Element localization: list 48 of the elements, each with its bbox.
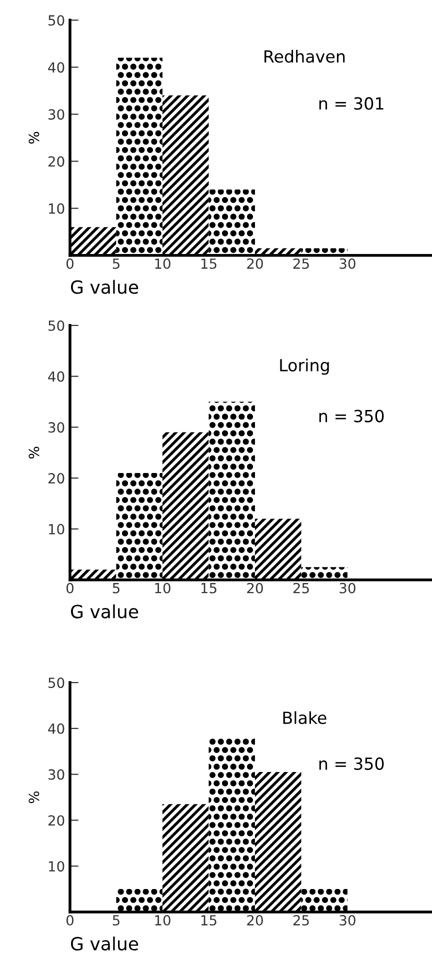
annotation: n = 301 [319, 97, 384, 110]
x-tick-label: 5 [112, 915, 120, 926]
x-tick-label: 0 [66, 582, 74, 594]
x-tick-label: 30 [340, 915, 356, 926]
y-axis-title: % [28, 791, 40, 804]
y-axis-title: % [28, 132, 40, 144]
x-tick-label: 5 [112, 583, 120, 594]
y-tick-label: 40 [48, 371, 64, 382]
x-tick-label: 10 [155, 258, 170, 269]
x-tick-label: 25 [293, 582, 309, 594]
annotation: n = 350 [319, 757, 384, 770]
y-tick-label: 50 [48, 678, 64, 688]
y-tick-label: 20 [48, 156, 64, 167]
x-tick-label: 0 [66, 258, 74, 269]
y-tick-label: 50 [48, 15, 64, 26]
x-tick-label: 25 [293, 258, 309, 269]
y-tick-label: 20 [48, 815, 64, 826]
y-tick-label: 20 [48, 473, 64, 484]
x-axis-title: G value [70, 280, 138, 294]
y-tick-label: 50 [48, 320, 64, 331]
x-tick-label: 30 [340, 582, 356, 594]
x-tick-label: 10 [155, 915, 170, 926]
x-tick-label: 15 [201, 258, 216, 269]
y-tick-label: 30 [48, 109, 64, 120]
annotation: n = 350 [319, 410, 384, 422]
text: Redhaven [264, 50, 345, 63]
y-tick-label: 10 [48, 524, 64, 534]
text: Loring [280, 358, 329, 375]
x-tick-label: 15 [201, 583, 216, 594]
x-tick-label: 10 [155, 582, 170, 594]
y-tick-label: 30 [48, 422, 64, 433]
text: Blake [283, 711, 326, 724]
y-axis-title: % [28, 446, 40, 458]
x-tick-label: 25 [293, 915, 309, 926]
y-tick-label: 10 [48, 861, 64, 872]
x-tick-label: 15 [201, 915, 216, 926]
x-tick-label: 0 [66, 915, 74, 926]
y-tick-label: 40 [48, 62, 64, 73]
x-axis-title: G value [70, 936, 138, 951]
y-tick-label: 10 [48, 203, 64, 214]
y-tick-label: 30 [48, 769, 64, 780]
x-tick-label: 20 [247, 258, 263, 269]
x-tick-label: 20 [247, 915, 263, 926]
x-tick-label: 5 [112, 258, 120, 269]
y-tick-label: 40 [48, 723, 64, 734]
x-tick-label: 20 [247, 582, 263, 594]
x-axis-title: G value [70, 604, 138, 618]
x-tick-label: 30 [340, 258, 356, 269]
